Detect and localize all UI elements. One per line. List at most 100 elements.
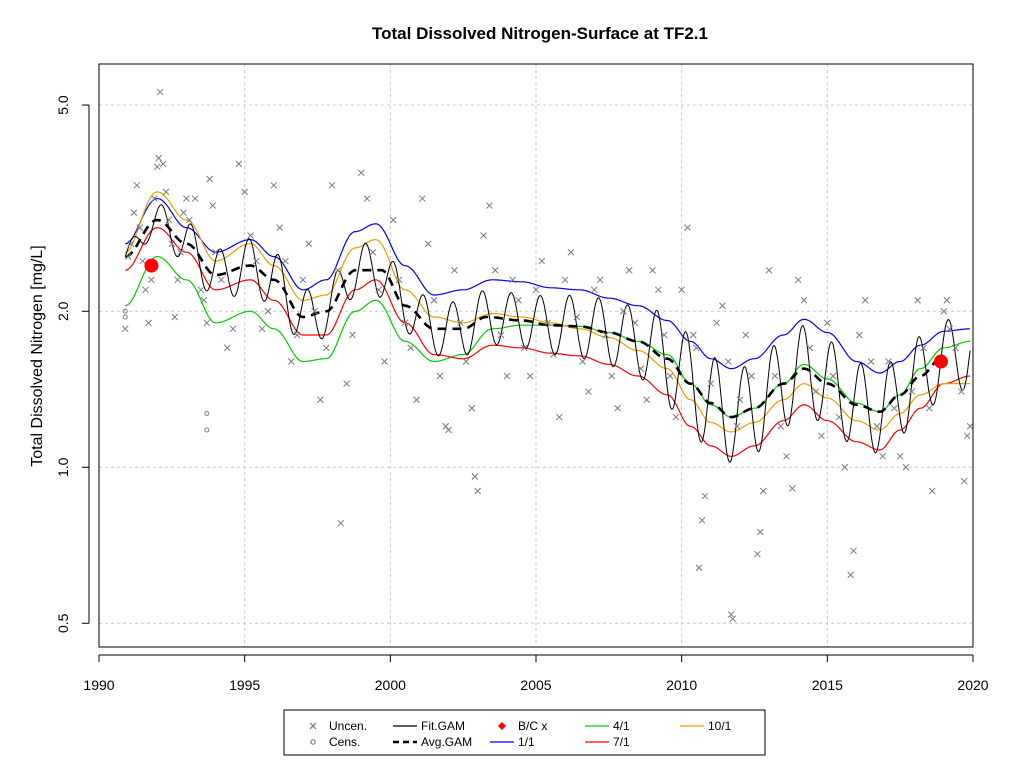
uncensored-point <box>486 202 493 209</box>
x-tick-label: 2005 <box>520 677 551 693</box>
uncensored-point <box>655 286 662 294</box>
y-tick-label: 1.0 <box>55 457 71 477</box>
uncensored-point <box>276 224 283 231</box>
censored-point <box>204 410 210 416</box>
uncensored-point <box>343 380 350 388</box>
x-tick-label: 2015 <box>812 677 843 693</box>
legend: Uncen. Cens. Fit.GAM Avg.GAM B/C x 1/1 4/1 7/1 1… <box>283 709 766 756</box>
censored-point <box>204 427 210 433</box>
uncensored-point <box>145 319 152 327</box>
uncensored-point <box>180 209 187 216</box>
uncensored-point <box>789 485 796 492</box>
uncensored-point <box>395 276 403 284</box>
legend-box <box>283 709 766 756</box>
uncensored-point <box>689 331 697 339</box>
legend-label: Avg.GAM <box>421 735 472 749</box>
uncensored-point <box>430 296 438 304</box>
legend-label: 10/1 <box>708 719 732 733</box>
uncensored-point <box>660 331 668 339</box>
uncensored-point <box>579 358 586 365</box>
uncensored-point <box>952 344 959 352</box>
uncensored-point <box>631 319 639 327</box>
uncensored-point <box>573 313 581 321</box>
uncensored-point <box>608 372 616 380</box>
uncensored-point <box>602 331 610 339</box>
uncensored-point <box>247 232 254 239</box>
uncensored-point <box>183 195 190 202</box>
plot-frame <box>98 63 974 648</box>
legend-item-avg-gam: Avg.GAM <box>393 735 472 749</box>
uncensored-point <box>585 388 592 395</box>
uncensored-point <box>620 307 627 315</box>
uncensored-point <box>940 307 948 315</box>
uncensored-point <box>856 331 863 339</box>
x-tick-label: 2020 <box>957 677 988 693</box>
uncensored-point <box>806 344 814 352</box>
data-points <box>121 88 974 623</box>
uncensored-point <box>724 358 732 365</box>
uncensored-point <box>293 331 301 339</box>
series-line-4-1 <box>125 255 971 418</box>
uncensored-point <box>203 319 211 327</box>
uncensored-point <box>468 404 476 412</box>
uncensored-point <box>829 372 837 380</box>
series-line-7-1 <box>125 226 971 457</box>
uncensored-point <box>643 396 651 404</box>
uncensored-point <box>305 240 313 248</box>
uncensored-point <box>165 216 173 224</box>
uncensored-point <box>142 286 149 294</box>
uncensored-point <box>925 404 933 412</box>
uncensored-point <box>264 307 272 315</box>
legend-label: 4/1 <box>613 719 630 733</box>
uncensored-point <box>491 266 499 274</box>
y-tick-label: 2.0 <box>55 301 71 321</box>
uncensored-point <box>480 232 487 239</box>
uncensored-point <box>879 452 887 460</box>
legend-label: 7/1 <box>613 735 630 749</box>
uncensored-point <box>678 286 686 294</box>
uncensored-point <box>258 325 266 333</box>
uncensored-point <box>684 224 691 231</box>
bc-point <box>144 258 159 273</box>
uncensored-point <box>401 319 409 327</box>
uncensored-point <box>133 181 141 189</box>
uncensored-point <box>317 396 324 404</box>
uncensored-point <box>914 296 922 304</box>
uncensored-point <box>966 422 974 430</box>
uncensored-point <box>139 257 147 265</box>
uncensored-point <box>381 358 388 365</box>
uncensored-point <box>590 286 598 294</box>
uncensored-point <box>625 266 633 274</box>
uncensored-point <box>963 432 971 440</box>
uncensored-point <box>742 331 750 339</box>
uncensored-point <box>197 286 205 294</box>
uncensored-point <box>902 463 910 471</box>
uncensored-point <box>451 266 458 274</box>
uncensored-point <box>771 372 779 380</box>
uncensored-point <box>695 564 703 572</box>
uncensored-point <box>121 325 129 333</box>
uncensored-point <box>171 313 179 321</box>
uncensored-point <box>867 358 875 365</box>
uncensored-point <box>471 473 479 480</box>
legend-label: B/C x <box>518 719 547 733</box>
uncensored-point <box>419 195 426 202</box>
uncensored-point <box>748 372 755 380</box>
uncensored-point <box>209 202 216 209</box>
uncensored-point <box>206 175 214 183</box>
uncensored-point <box>130 209 138 216</box>
uncensored-point <box>701 492 709 500</box>
uncensored-point <box>282 257 289 265</box>
uncensored-point <box>756 528 764 536</box>
legend-item-fit-gam: Fit.GAM <box>393 719 465 733</box>
uncensored-point <box>424 240 432 248</box>
uncensored-point <box>497 331 505 339</box>
uncensored-point <box>943 296 951 304</box>
legend-label: Fit.GAM <box>421 719 465 733</box>
uncensored-point <box>337 519 345 527</box>
uncensored-point <box>462 358 470 365</box>
avg-gam-line <box>125 218 942 419</box>
uncensored-point <box>765 266 773 274</box>
uncensored-point <box>614 404 621 412</box>
uncensored-point <box>322 344 330 352</box>
